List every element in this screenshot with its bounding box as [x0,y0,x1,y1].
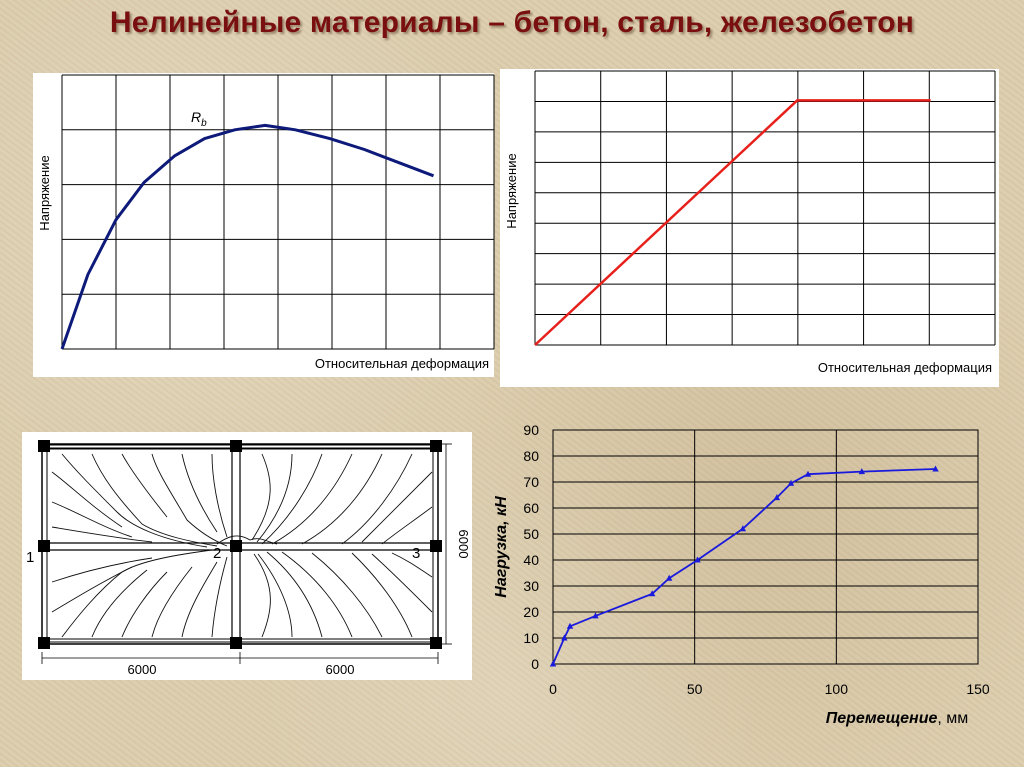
x-tick-label: 100 [825,681,849,697]
chart-panel [33,73,494,377]
x-tick-label: 150 [966,681,990,697]
data-point-marker [773,494,781,501]
x-tick-label: 50 [687,681,703,697]
y-tick-label: 60 [523,500,539,516]
x-axis-label: Перемещение [826,710,938,727]
rb-annotation: Rb [191,109,207,129]
series-line [552,468,936,665]
y-tick-label: 40 [523,552,539,568]
chart-grid [552,429,979,665]
column-blocks [38,440,442,649]
chart-panel [500,69,999,387]
concrete-stress-strain-chart: Напряжение Относительная деформация Rb [33,73,495,377]
data-point-marker [694,556,701,563]
data-point-marker [566,622,574,629]
y-tick-label: 80 [523,448,539,464]
x-axis-title: Перемещение, мм [826,710,969,727]
y-tick-label: 50 [523,526,539,542]
y-tick-labels: 0 10 20 30 40 50 60 70 80 90 [523,422,539,672]
slab-crack-pattern-drawing: 6000 6000 6000 1 2 3 [22,432,472,680]
data-point-marker [932,465,939,472]
dimension-label-span2: 6000 [326,662,355,677]
rb-annotation-sub: b [201,118,207,129]
series-line [60,123,435,350]
x-axis-unit: , мм [937,710,968,727]
data-point-marker [787,479,795,486]
dimension-label-height: 6000 [456,530,471,559]
y-tick-label: 90 [523,422,539,438]
steel-stress-strain-chart: Напряжение Относительная деформация [500,69,999,387]
x-axis-label: Относительная деформация [315,356,489,371]
y-tick-label: 10 [523,630,539,646]
data-point-marker [549,660,557,667]
y-tick-label: 20 [523,604,539,620]
series-line [534,99,931,346]
x-tick-labels: 0 50 100 150 [549,681,990,697]
series-markers [549,465,939,667]
y-axis-label: Напряжение [504,153,519,228]
plot-area [552,429,979,665]
data-point-marker [739,525,747,532]
section-label-2: 2 [213,545,221,562]
chart-grid [61,74,495,350]
section-label-1: 1 [26,549,34,566]
data-point-marker [858,468,866,475]
dimension-label-span1: 6000 [128,662,157,677]
y-tick-label: 0 [531,656,539,672]
x-axis-label: Относительная деформация [818,360,992,375]
y-tick-label: 30 [523,578,539,594]
y-axis-label: Нагрузка, кН [493,496,510,598]
rb-annotation-main: R [191,109,201,125]
slide-title: Нелинейные материалы – бетон, сталь, жел… [109,6,915,39]
crack-lines [51,453,433,638]
load-displacement-chart: 0 10 20 30 40 50 60 70 80 90 0 50 100 150 Нагрузка, … [493,422,990,727]
data-point-marker [665,574,673,581]
y-tick-label: 70 [523,474,539,490]
data-point-marker [561,634,568,641]
data-point-marker [592,612,599,619]
data-point-marker [804,470,812,477]
section-label-3: 3 [412,545,420,562]
dimension-lines [41,443,452,664]
y-axis-label: Напряжение [37,155,52,230]
data-point-marker [648,590,656,597]
chart-grid [534,70,996,346]
x-tick-label: 0 [549,681,557,697]
